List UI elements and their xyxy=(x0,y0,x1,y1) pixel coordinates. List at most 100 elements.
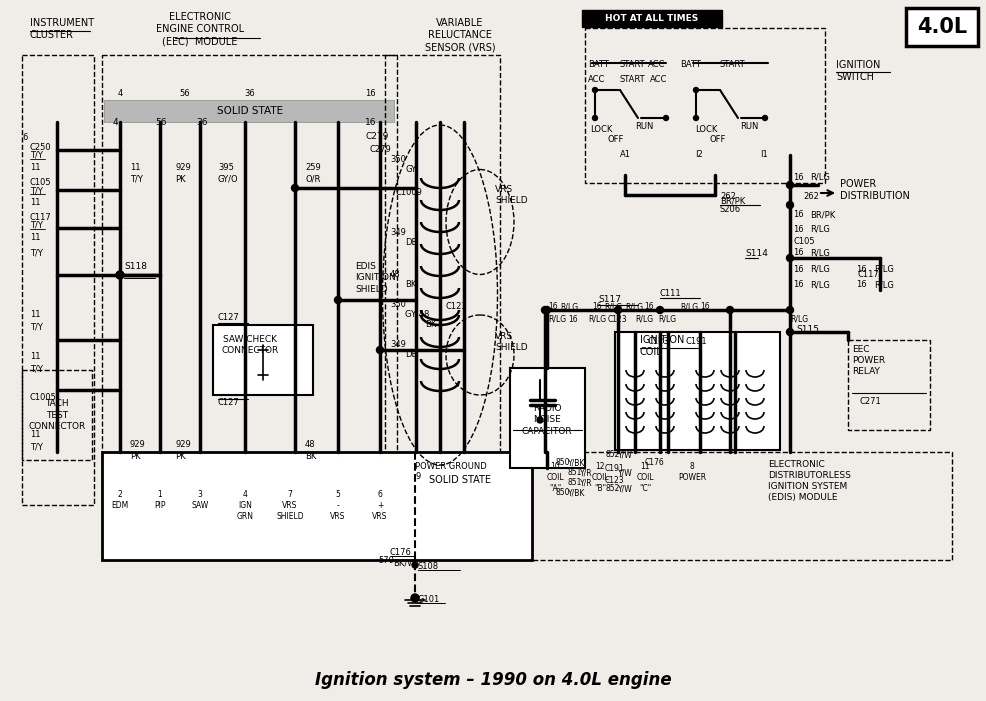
Text: 6
+
VRS: 6 + VRS xyxy=(373,490,387,522)
Text: S108: S108 xyxy=(418,562,439,571)
Text: GY 48: GY 48 xyxy=(405,310,429,319)
Text: 10
COIL
"A": 10 COIL "A" xyxy=(546,462,564,494)
Text: 48: 48 xyxy=(305,440,316,449)
Text: R/LG: R/LG xyxy=(810,225,830,234)
Text: PK: PK xyxy=(175,175,185,184)
Text: T/Y: T/Y xyxy=(30,323,42,332)
Bar xyxy=(532,452,952,560)
Text: T/Y: T/Y xyxy=(30,365,42,374)
Circle shape xyxy=(541,306,548,313)
Text: R/LG: R/LG xyxy=(790,315,809,324)
Text: 929: 929 xyxy=(175,440,190,449)
Text: 5
-
VRS: 5 - VRS xyxy=(330,490,346,522)
Circle shape xyxy=(377,346,384,353)
Text: 570: 570 xyxy=(378,556,393,565)
Text: I2: I2 xyxy=(695,150,703,159)
Text: C191: C191 xyxy=(605,464,624,473)
Text: 16: 16 xyxy=(793,210,804,219)
Text: R/LG: R/LG xyxy=(810,265,830,274)
Bar xyxy=(213,325,313,395)
Text: C123: C123 xyxy=(605,476,624,485)
Text: 4.0L: 4.0L xyxy=(917,17,967,37)
Text: 16: 16 xyxy=(700,302,710,311)
Text: C117: C117 xyxy=(30,213,51,222)
Text: 11: 11 xyxy=(30,198,40,207)
Text: C123: C123 xyxy=(445,302,466,311)
Text: C105: C105 xyxy=(793,237,814,246)
Bar xyxy=(615,332,780,450)
Text: BR/PK: BR/PK xyxy=(810,210,835,219)
Text: A1: A1 xyxy=(620,150,631,159)
Text: T/Y: T/Y xyxy=(30,443,42,452)
Bar xyxy=(848,340,930,430)
Text: 16: 16 xyxy=(365,88,376,97)
Text: 350: 350 xyxy=(390,155,406,164)
Text: Y/R: Y/R xyxy=(580,478,593,487)
Text: C123: C123 xyxy=(648,337,669,346)
Text: 8
POWER: 8 POWER xyxy=(678,462,706,482)
Text: 36: 36 xyxy=(245,88,255,97)
Circle shape xyxy=(693,88,698,93)
Text: RUN: RUN xyxy=(740,122,758,131)
Circle shape xyxy=(412,562,418,568)
Text: R/LG: R/LG xyxy=(560,302,578,311)
Circle shape xyxy=(543,306,550,313)
Text: POWER
DISTRIBUTION: POWER DISTRIBUTION xyxy=(840,179,910,201)
Bar xyxy=(582,10,722,27)
Text: T/Y: T/Y xyxy=(30,151,42,160)
Text: Y/BK: Y/BK xyxy=(568,458,586,467)
Circle shape xyxy=(787,329,794,336)
Text: BK/W: BK/W xyxy=(393,558,415,567)
Text: 852: 852 xyxy=(605,450,619,459)
Text: 16: 16 xyxy=(548,302,558,311)
Text: DB: DB xyxy=(405,350,417,359)
Text: 16: 16 xyxy=(365,118,377,127)
Text: ACC: ACC xyxy=(650,75,668,84)
Text: 11: 11 xyxy=(30,233,40,242)
Text: R/LG: R/LG xyxy=(810,248,830,257)
Text: 11
COIL
"C": 11 COIL "C" xyxy=(636,462,654,494)
Text: 56: 56 xyxy=(179,88,190,97)
Text: 850: 850 xyxy=(555,458,570,467)
Text: S115: S115 xyxy=(796,325,819,334)
Text: BK: BK xyxy=(405,280,416,289)
Text: R/LG: R/LG xyxy=(680,302,698,311)
Text: C111: C111 xyxy=(660,289,681,297)
Text: R/LG: R/LG xyxy=(874,265,894,274)
Circle shape xyxy=(411,594,419,602)
Text: TACH
TEST
CONNECTOR: TACH TEST CONNECTOR xyxy=(29,400,86,430)
Text: C176: C176 xyxy=(645,458,665,467)
Text: 16: 16 xyxy=(793,265,804,274)
Text: 1
PIP: 1 PIP xyxy=(154,490,166,510)
Text: C191: C191 xyxy=(686,337,708,346)
Text: T/Y: T/Y xyxy=(30,186,42,195)
Text: 16: 16 xyxy=(793,225,804,234)
Text: Y/W: Y/W xyxy=(618,484,633,493)
Bar xyxy=(22,55,94,505)
Text: C1009: C1009 xyxy=(395,188,422,197)
Text: BATT: BATT xyxy=(588,60,609,69)
Text: BR/PK: BR/PK xyxy=(720,197,745,206)
Text: 349: 349 xyxy=(390,340,406,349)
Circle shape xyxy=(693,116,698,121)
Text: 56: 56 xyxy=(155,118,167,127)
Text: C117: C117 xyxy=(858,270,880,279)
Text: BK: BK xyxy=(425,320,437,329)
Bar xyxy=(102,55,397,505)
Bar xyxy=(906,8,978,46)
Text: 4
IGN
GRN: 4 IGN GRN xyxy=(237,490,253,522)
Text: OFF: OFF xyxy=(710,135,727,144)
Text: 16: 16 xyxy=(592,302,601,311)
Text: C250: C250 xyxy=(30,143,51,152)
Text: G101: G101 xyxy=(418,595,441,604)
Text: INSTRUMENT
CLUSTER: INSTRUMENT CLUSTER xyxy=(30,18,94,41)
Text: C127: C127 xyxy=(218,313,240,322)
Text: POWER GROUND
9: POWER GROUND 9 xyxy=(415,462,487,482)
Circle shape xyxy=(116,271,123,278)
Text: C279: C279 xyxy=(370,145,391,154)
Text: ACC: ACC xyxy=(588,75,605,84)
Circle shape xyxy=(787,182,794,189)
Text: 929: 929 xyxy=(130,440,146,449)
Bar xyxy=(585,28,825,183)
Bar xyxy=(104,100,394,122)
